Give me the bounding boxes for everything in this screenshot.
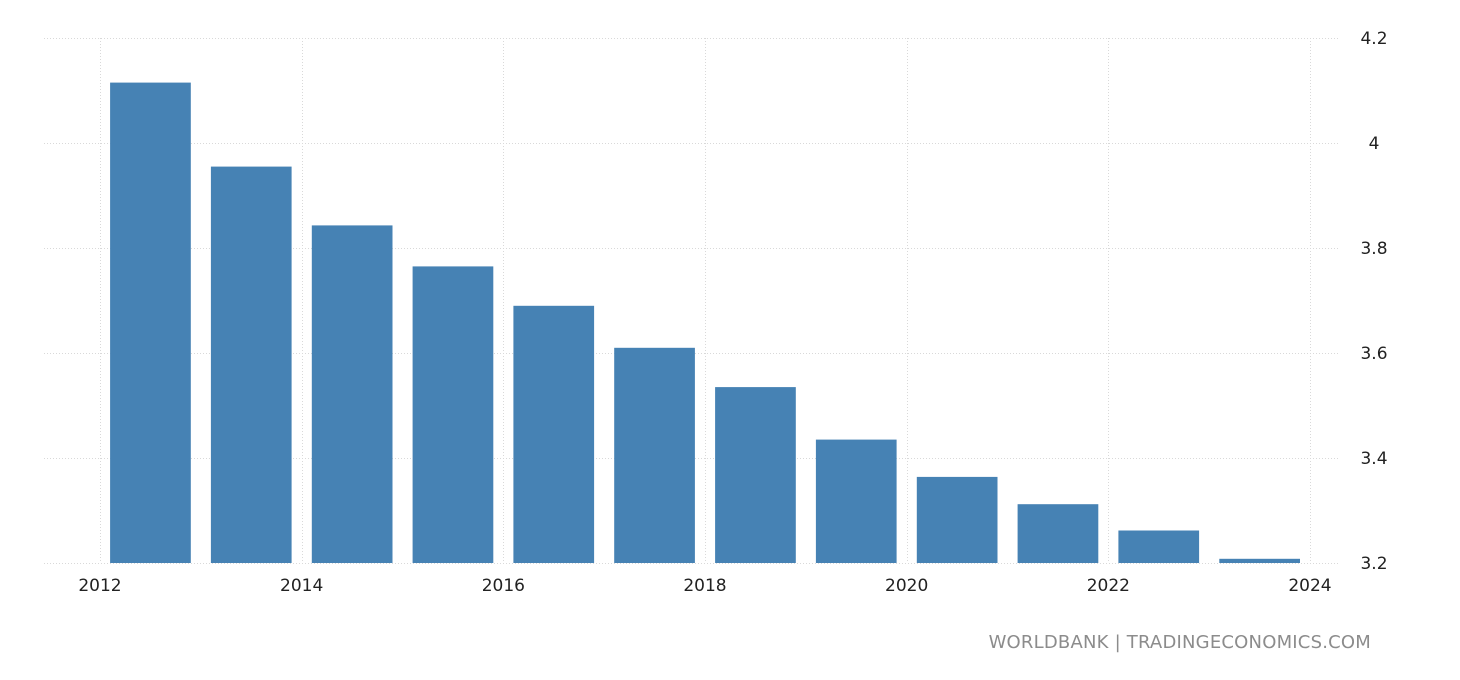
bar — [815, 439, 897, 563]
y-axis-tick-labels: 3.2 3.4 3.6 3.8 4 4.2 — [1360, 29, 1387, 574]
x-tick-label: 2012 — [78, 576, 121, 596]
bar — [1118, 530, 1200, 563]
x-tick-label: 2016 — [482, 576, 525, 596]
bar — [412, 266, 494, 563]
y-tick-label: 3.4 — [1360, 449, 1387, 469]
x-tick-label: 2014 — [280, 576, 323, 596]
bar — [311, 225, 393, 563]
bar — [916, 476, 998, 563]
y-tick-label: 4 — [1369, 134, 1380, 154]
x-axis-tick-labels: 2012 2014 2016 2018 2020 2022 2024 — [78, 576, 1331, 596]
grid-lines — [44, 38, 1338, 564]
y-tick-label: 3.6 — [1360, 344, 1387, 364]
y-tick-label: 3.2 — [1360, 554, 1387, 574]
y-tick-label: 4.2 — [1360, 29, 1387, 49]
bar — [1017, 504, 1099, 563]
bar — [614, 347, 695, 563]
bar — [513, 305, 595, 563]
y-tick-label: 3.8 — [1360, 239, 1387, 259]
bar — [715, 387, 796, 563]
x-tick-label: 2022 — [1087, 576, 1130, 596]
bar — [110, 82, 191, 563]
source-label: WORLDBANK | TRADINGECONOMICS.COM — [988, 632, 1371, 653]
x-tick-label: 2024 — [1288, 576, 1331, 596]
x-tick-label: 2020 — [885, 576, 928, 596]
x-tick-label: 2018 — [683, 576, 726, 596]
bar — [210, 166, 292, 563]
bars — [110, 82, 1300, 563]
bar — [1219, 558, 1300, 563]
